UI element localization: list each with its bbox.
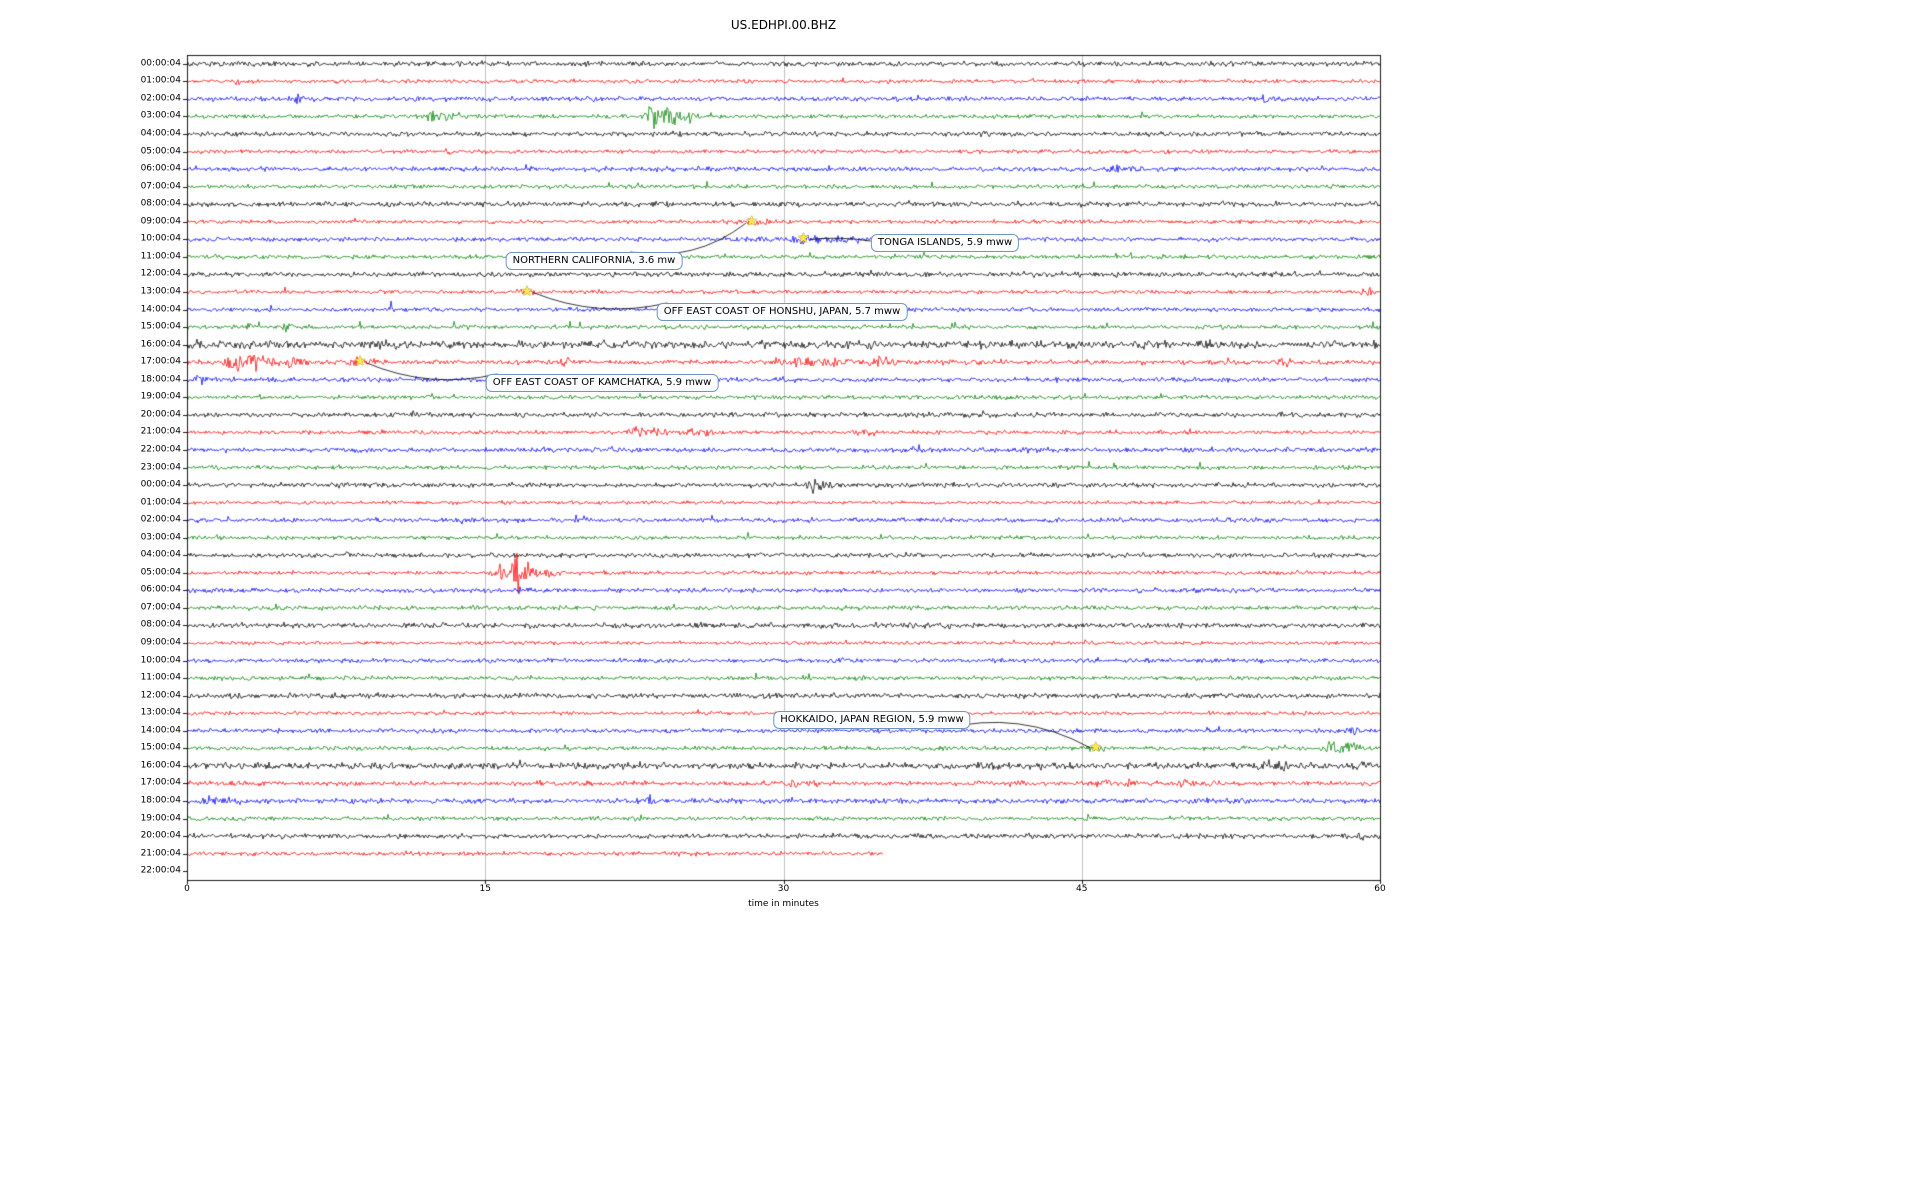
event-label: OFF EAST COAST OF HONSHU, JAPAN, 5.7 mww: [656, 303, 908, 321]
event-star-icon: ★: [797, 230, 810, 247]
y-tick-label: 11:00:04: [140, 672, 181, 683]
x-tick-label: 0: [184, 884, 190, 894]
y-tick-label: 18:00:04: [140, 374, 181, 385]
event-star-icon: ★: [353, 353, 367, 370]
y-tick-label: 10:00:04: [140, 233, 181, 244]
y-tick-label: 09:00:04: [140, 637, 181, 648]
y-tick-label: 21:00:04: [140, 848, 181, 859]
y-tick-label: 05:00:04: [140, 567, 181, 578]
x-axis-label: time in minutes: [748, 899, 819, 909]
y-tick-label: 22:00:04: [140, 444, 181, 455]
event-label: TONGA ISLANDS, 5.9 mww: [870, 234, 1020, 252]
y-tick-label: 13:00:04: [140, 707, 181, 718]
event-star-icon: ★: [745, 213, 758, 230]
y-tick-label: 17:00:04: [140, 777, 181, 788]
y-tick-label: 16:00:04: [140, 760, 181, 771]
y-tick-label: 08:00:04: [140, 619, 181, 630]
y-tick-label: 15:00:04: [140, 321, 181, 332]
event-label: HOKKAIDO, JAPAN REGION, 5.9 mww: [773, 711, 971, 729]
y-tick-label: 06:00:04: [140, 163, 181, 174]
y-tick-label: 21:00:04: [140, 426, 181, 437]
event-label: NORTHERN CALIFORNIA, 3.6 mw: [505, 252, 683, 270]
chart-title: US.EDHPI.00.BHZ: [730, 18, 837, 32]
y-tick-label: 20:00:04: [140, 830, 181, 841]
y-tick-label: 14:00:04: [140, 725, 181, 736]
x-tick-label: 60: [1374, 884, 1386, 894]
y-tick-label: 03:00:04: [140, 110, 181, 121]
y-tick-label: 10:00:04: [140, 655, 181, 666]
y-tick-label: 23:00:04: [140, 462, 181, 472]
y-tick-label: 02:00:04: [140, 514, 181, 525]
y-tick-label: 16:00:04: [140, 339, 181, 350]
y-tick-label: 00:00:04: [140, 58, 181, 69]
y-tick-label: 19:00:04: [140, 813, 181, 824]
y-tick-label: 17:00:04: [140, 356, 181, 367]
y-tick-label: 12:00:04: [140, 690, 181, 701]
y-tick-label: 09:00:04: [140, 216, 181, 227]
event-star-icon: ★: [1089, 739, 1102, 756]
y-tick-label: 01:00:04: [140, 75, 181, 86]
y-tick-label: 06:00:04: [140, 584, 181, 595]
event-label: OFF EAST COAST OF KAMCHATKA, 5.9 mww: [485, 374, 719, 392]
y-tick-label: 00:00:04: [140, 479, 181, 490]
y-tick-label: 01:00:04: [140, 497, 181, 508]
y-tick-label: 04:00:04: [140, 549, 181, 560]
y-tick-label: 22:00:04: [140, 865, 181, 876]
y-tick-label: 11:00:04: [140, 251, 181, 262]
y-tick-label: 20:00:04: [140, 409, 181, 420]
y-tick-label: 08:00:04: [140, 198, 181, 209]
x-tick-label: 30: [777, 884, 790, 894]
y-tick-label: 07:00:04: [140, 602, 181, 613]
y-tick-label: 03:00:04: [140, 532, 181, 543]
y-tick-label: 13:00:04: [140, 286, 181, 297]
y-tick-label: 04:00:04: [140, 128, 181, 139]
y-tick-label: 05:00:04: [140, 146, 181, 157]
event-star-icon: ★: [520, 283, 534, 300]
y-tick-label: 12:00:04: [140, 268, 181, 279]
y-tick-label: 19:00:04: [140, 391, 181, 402]
x-tick-label: 45: [1076, 884, 1088, 894]
y-tick-label: 02:00:04: [140, 93, 181, 104]
y-tick-label: 18:00:04: [140, 795, 181, 806]
y-tick-label: 14:00:04: [140, 304, 181, 315]
y-tick-label: 07:00:04: [140, 181, 181, 192]
y-tick-label: 15:00:04: [140, 742, 181, 753]
x-tick-label: 15: [479, 884, 491, 894]
